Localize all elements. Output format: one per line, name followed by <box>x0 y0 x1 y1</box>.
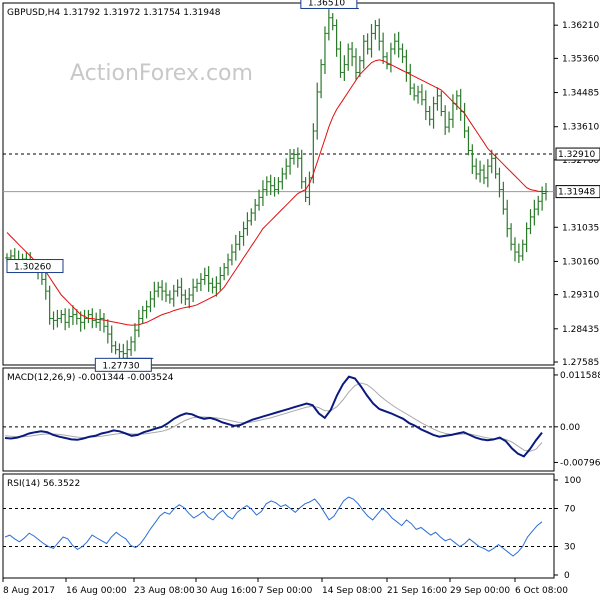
x-tick-label: 14 Sep 08:00 <box>322 586 382 596</box>
macd-main-line <box>4 375 543 458</box>
x-tick-label: 23 Aug 08:00 <box>134 586 195 596</box>
rsi-tick-label: 100 <box>564 476 581 486</box>
price-bars <box>5 9 548 363</box>
annotation-label: 1.27730 <box>102 361 139 371</box>
rsi-panel-frame <box>2 473 555 579</box>
x-tick-label: 21 Sep 16:00 <box>387 586 447 596</box>
price-tick-label: 1.30160 <box>562 257 599 267</box>
rsi-line-path <box>4 496 543 557</box>
price-tick-label: 1.35360 <box>562 54 599 64</box>
watermark: ActionForex.com <box>70 61 253 86</box>
macd-panel-frame <box>2 367 555 472</box>
time-x-axis: 8 Aug 2017 16 Aug 00:00 23 Aug 08:00 30 Aug… <box>2 578 568 596</box>
rsi-tick-label: 30 <box>564 543 576 553</box>
x-tick-label: 8 Aug 2017 <box>3 586 55 596</box>
macd-lines <box>4 375 543 458</box>
x-tick-label: 6 Oct 08:00 <box>515 586 568 596</box>
macd-panel-title: MACD(12,26,9) -0.001344 -0.003524 <box>7 373 174 383</box>
x-tick-label: 7 Sep 00:00 <box>258 586 313 596</box>
price-y-axis: 1.36210 1.35360 1.34485 1.33610 1.32760 1.310… <box>554 21 599 368</box>
x-tick-label: 29 Sep 00:00 <box>450 586 510 596</box>
macd-tick-label: 0.011588 <box>560 371 600 381</box>
rsi-tick-label: 0 <box>564 571 570 581</box>
rsi-y-axis: 100 70 30 0 <box>554 476 581 581</box>
annotation-label: 1.36510 <box>308 0 345 8</box>
price-tick-label: 1.29310 <box>562 291 599 301</box>
ma-line <box>6 59 546 326</box>
price-tick-label: 1.36210 <box>562 21 599 31</box>
price-tick-label: 1.27585 <box>562 358 599 368</box>
rsi-line <box>4 496 543 557</box>
price-tick-label: 1.31035 <box>562 223 599 233</box>
x-tick-label: 16 Aug 00:00 <box>66 586 127 596</box>
price-tick-label: 1.32760 <box>562 156 599 166</box>
annotation-label: 1.30260 <box>14 263 51 273</box>
level-label: 1.32910 <box>558 150 595 160</box>
level-label-box <box>555 147 600 161</box>
price-annotations: 1.36510 1.30260 1.27730 <box>6 0 359 372</box>
price-tick-label: 1.34485 <box>562 89 599 99</box>
last-price-label: 1.31948 <box>558 188 595 198</box>
last-price-box <box>555 185 600 199</box>
moving-average <box>6 59 546 326</box>
rsi-panel-title: RSI(14) 56.3522 <box>7 479 80 489</box>
price-panel-title: GBPUSD,H4 1.31792 1.31972 1.31754 1.3194… <box>7 8 221 18</box>
price-tick-label: 1.33610 <box>562 123 599 133</box>
rsi-grid <box>3 508 554 547</box>
rsi-tick-label: 70 <box>564 505 576 515</box>
x-tick-label: 30 Aug 16:00 <box>196 586 257 596</box>
macd-tick-label: 0.00 <box>560 423 580 433</box>
price-tick-label: 1.28435 <box>562 325 599 335</box>
